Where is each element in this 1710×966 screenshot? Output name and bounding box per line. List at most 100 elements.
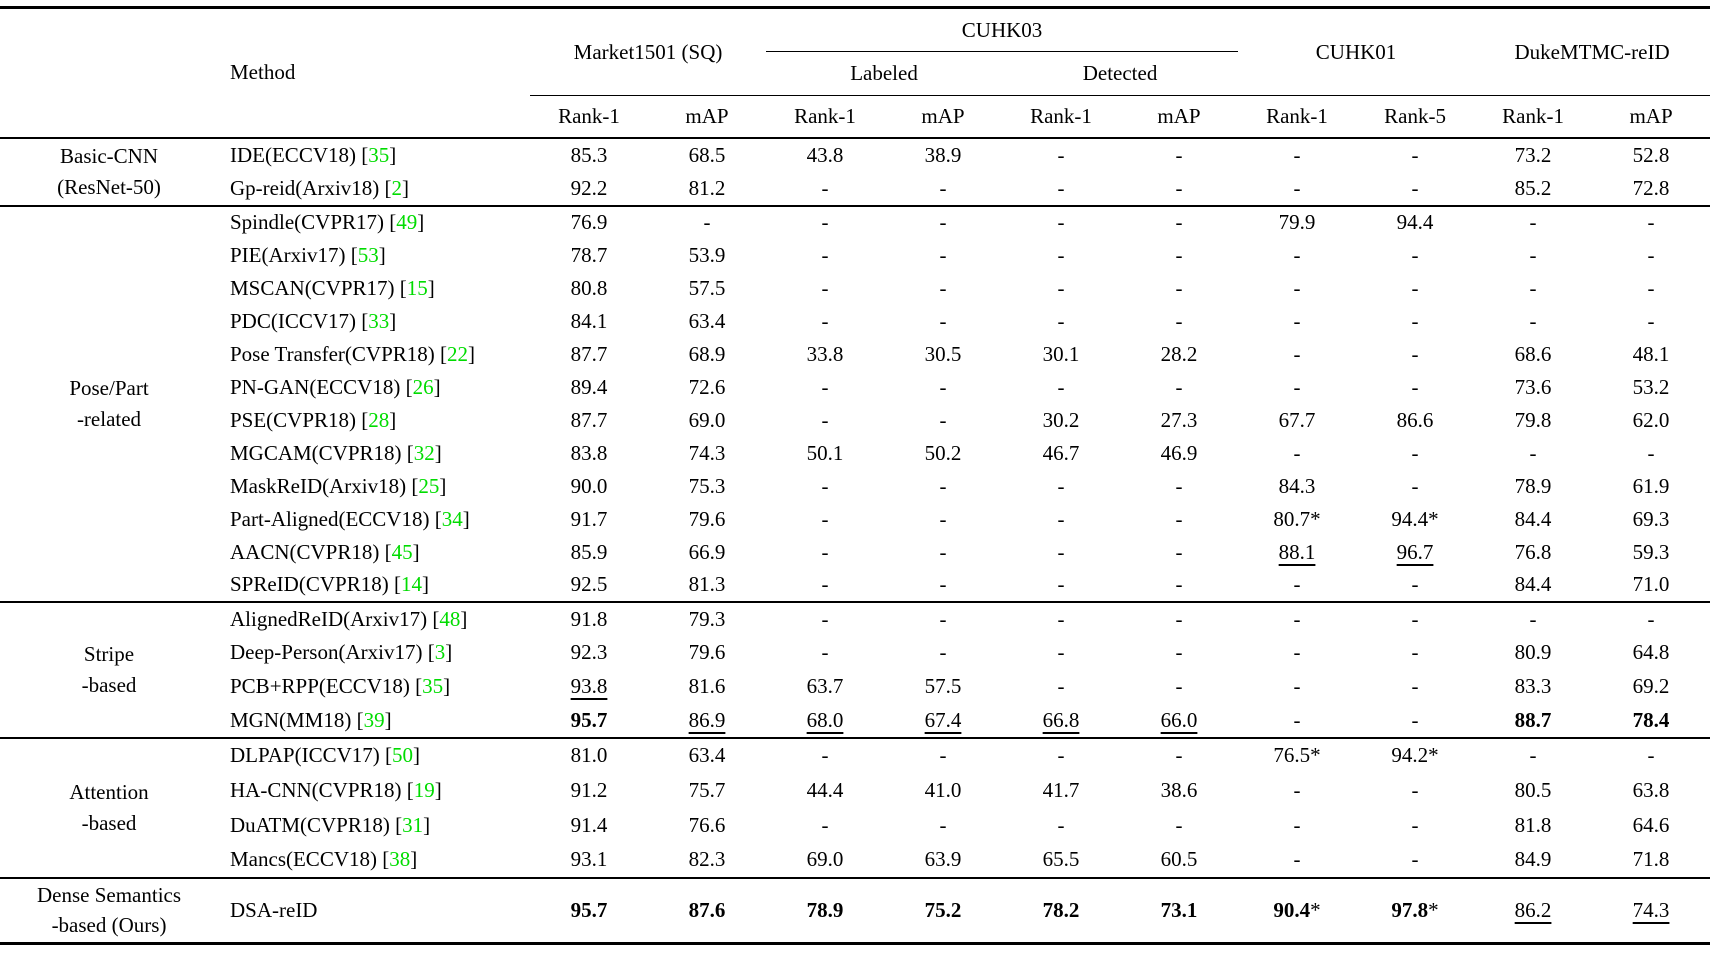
metric-cell: -: [939, 506, 947, 531]
metric-cell: 80.5: [1514, 777, 1552, 802]
asterisk-marker: *: [1310, 743, 1321, 767]
metric-cell: -: [1529, 242, 1537, 267]
metric-cell: 61.9: [1632, 473, 1670, 498]
asterisk-marker: *: [1428, 506, 1439, 531]
metric-cell: -: [1002, 736, 1121, 773]
citation-link[interactable]: 19: [413, 777, 435, 802]
citation-link[interactable]: 33: [368, 308, 390, 333]
metric-cell: 30.1: [1042, 341, 1080, 366]
table-row: DuATM(CVPR18) [31] 91.4 76.6 - - - - - - 81.8 64.6: [0, 808, 1710, 843]
metric-cell: -: [1474, 600, 1593, 636]
metric-cell: 75.3: [688, 473, 726, 498]
metric-cell: -: [1175, 374, 1183, 399]
col-header-metric: Rank-1: [530, 95, 648, 139]
metric-cell: 94.4*: [1391, 506, 1439, 531]
metric-cell: 88.1: [1278, 539, 1316, 564]
citation-link[interactable]: 50: [392, 743, 413, 767]
citation-link[interactable]: 48: [439, 606, 461, 631]
table-row: AACN(CVPR18) [45] 85.9 66.9 - - - - 88.1 96.7 76.…: [0, 536, 1710, 569]
table-row: MaskReID(Arxiv18) [25] 90.0 75.3 - - - - 84.3 - 7…: [0, 470, 1710, 503]
metric-cell: 57.5: [924, 674, 962, 698]
metric-cell: -: [1002, 204, 1121, 239]
citation-link[interactable]: 22: [447, 341, 469, 366]
citation-link[interactable]: 15: [406, 275, 428, 300]
category-label: Stripe -based: [0, 600, 218, 738]
method-group: Dense Semantics -based (Ours) DSA-reID 95.7…: [0, 876, 1710, 944]
method-cell: PN-GAN(ECCV18) [26]: [230, 374, 441, 399]
metric-cell: 93.8: [570, 674, 608, 698]
metric-cell: -: [1474, 736, 1593, 773]
metric-cell: -: [1411, 640, 1419, 664]
metric-cell: -: [1411, 847, 1419, 871]
citation-link[interactable]: 39: [363, 707, 385, 732]
metric-cell: -: [1411, 440, 1419, 465]
metric-cell: -: [1411, 374, 1419, 399]
citation-link[interactable]: 53: [357, 242, 379, 267]
metric-cell: -: [1057, 473, 1065, 498]
metric-cell: -: [1411, 142, 1419, 167]
citation-link[interactable]: 49: [396, 210, 418, 234]
metric-cell: -: [821, 539, 829, 564]
metric-cell: -: [1592, 736, 1710, 773]
metric-cell: 88.7: [1514, 707, 1552, 732]
metric-cell: -: [1175, 275, 1183, 300]
citation-link[interactable]: 35: [368, 142, 390, 167]
metric-cell: 76.5*: [1238, 736, 1357, 773]
citation-link[interactable]: 34: [441, 506, 463, 531]
metric-cell: 63.9: [924, 847, 962, 871]
citation-link[interactable]: 32: [413, 440, 435, 465]
metric-cell: -: [884, 600, 1003, 636]
metric-cell: 79.3: [648, 600, 767, 636]
col-header-metric: mAP: [884, 95, 1003, 139]
citation-link[interactable]: 25: [418, 473, 440, 498]
metric-cell: -: [1057, 539, 1065, 564]
citation-link[interactable]: 26: [412, 374, 434, 399]
citation-link[interactable]: 2: [391, 175, 403, 200]
citation-link[interactable]: 14: [400, 572, 422, 596]
method-cell: SPReID(CVPR18) [14]: [230, 572, 429, 596]
metric-cell: -: [821, 812, 829, 837]
metric-cell: -: [939, 539, 947, 564]
metric-cell: -: [821, 640, 829, 664]
metric-cell: -: [1120, 600, 1239, 636]
citation-link[interactable]: 3: [434, 640, 446, 664]
citation-link[interactable]: 31: [402, 812, 424, 837]
metric-cell: -: [821, 374, 829, 399]
metric-cell: -: [939, 407, 947, 432]
metric-cell: 87.6: [648, 876, 767, 944]
metric-cell: 75.2: [884, 876, 1003, 944]
table-row: Basic-CNN (ResNet-50) IDE(ECCV18) [35] 85.3…: [0, 138, 1710, 199]
citation-link[interactable]: 35: [422, 674, 444, 698]
metric-cell: -: [1411, 242, 1419, 267]
metric-cell: -: [1175, 308, 1183, 333]
metric-cell: 91.8: [530, 600, 648, 636]
metric-cell: 73.6: [1514, 374, 1552, 399]
metric-cell: -: [1293, 175, 1301, 200]
method-cell: Spindle(CVPR17) [49]: [218, 204, 530, 239]
table-row: Gp-reid(Arxiv18) [2] 92.2 81.2 - - - - - - 85.2 72…: [0, 172, 1710, 206]
method-group: Pose/Part -related Spindle(CVPR17) [49] 76.…: [0, 204, 1710, 602]
method-cell: Part-Aligned(ECCV18) [34]: [230, 506, 470, 531]
col-header-cuhk03: CUHK03: [766, 7, 1239, 52]
citation-link[interactable]: 38: [389, 847, 411, 871]
metric-cell: -: [939, 175, 947, 200]
method-cell: MGCAM(CVPR18) [32]: [230, 440, 442, 465]
table-row: Pose/Part -related Spindle(CVPR17) [49] 76.…: [0, 204, 1710, 602]
metric-cell: 91.2: [570, 777, 608, 802]
metric-cell: 66.0: [1160, 707, 1198, 732]
table-row: Part-Aligned(ECCV18) [34] 91.7 79.6 - - - - 80.…: [0, 503, 1710, 536]
metric-cell: -: [1293, 812, 1301, 837]
citation-link[interactable]: 45: [391, 539, 413, 564]
citation-link[interactable]: 28: [368, 407, 390, 432]
metric-cell: 79.6: [688, 640, 726, 664]
metric-cell: 46.7: [1042, 440, 1080, 465]
table-row: MSCAN(CVPR17) [15] 80.8 57.5 - - - - - - - -: [0, 272, 1710, 305]
metric-cell: -: [1175, 242, 1183, 267]
metric-cell: 91.4: [570, 812, 608, 837]
method-cell: PCB+RPP(ECCV18) [35]: [230, 674, 451, 698]
metric-cell: -: [1238, 600, 1357, 636]
table-row: HA-CNN(CVPR18) [19] 91.2 75.7 44.4 41.0 41.7 3…: [0, 773, 1710, 808]
metric-cell: 79.8: [1514, 407, 1552, 432]
metric-cell: -: [1175, 142, 1183, 167]
col-header-metric: mAP: [1120, 95, 1239, 139]
